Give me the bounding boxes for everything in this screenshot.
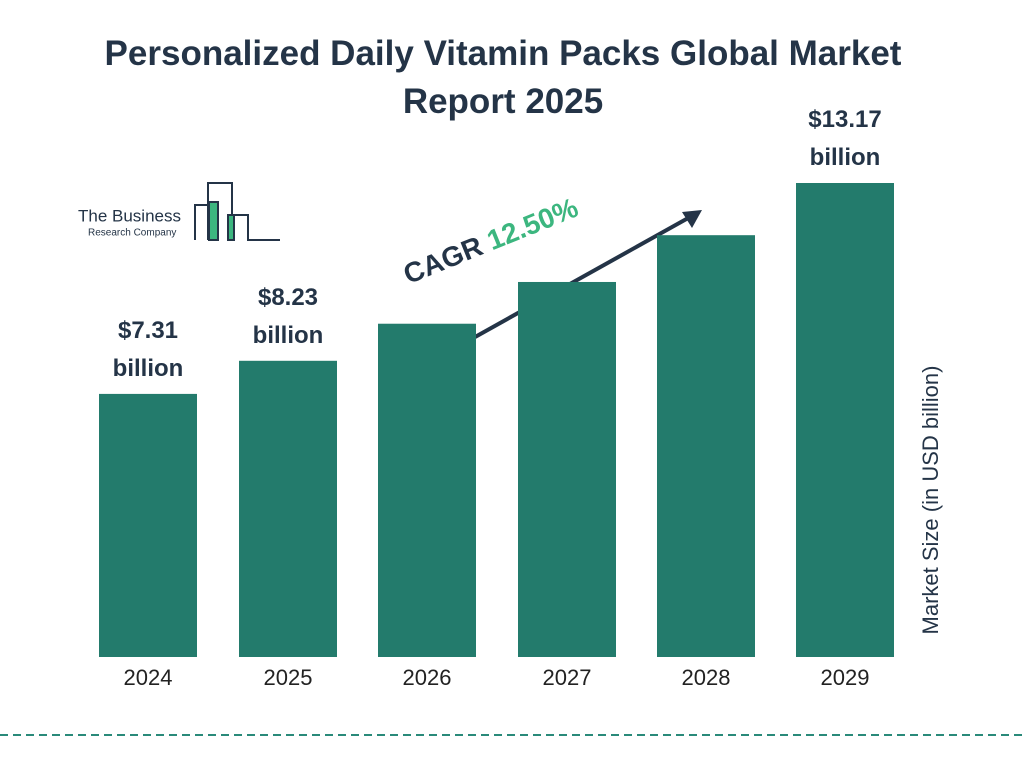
y-axis-label: Market Size (in USD billion): [918, 366, 943, 635]
bar: [239, 360, 337, 657]
x-tick-label: 2029: [821, 665, 870, 690]
x-tick-label: 2028: [682, 665, 731, 690]
chart-title: Personalized Daily Vitamin Packs Global …: [104, 34, 902, 121]
bar: [518, 281, 616, 657]
logo-subtext: Research Company: [88, 228, 176, 239]
logo-text: The Business: [78, 206, 181, 225]
value-label: $8.23 billion: [252, 283, 324, 349]
bar: [378, 323, 476, 657]
x-tick-label: 2026: [403, 665, 452, 690]
x-tick-label: 2025: [264, 665, 313, 690]
bar: [796, 183, 894, 657]
value-label: $7.31 billion: [112, 316, 184, 382]
bar: [99, 393, 197, 657]
x-tick-label: 2027: [543, 665, 592, 690]
value-label: $13.17 billion: [808, 106, 882, 171]
arrow-head: [682, 210, 702, 228]
bar: [657, 235, 755, 658]
logo-icon: [194, 182, 280, 241]
x-tick-label: 2024: [124, 665, 173, 690]
